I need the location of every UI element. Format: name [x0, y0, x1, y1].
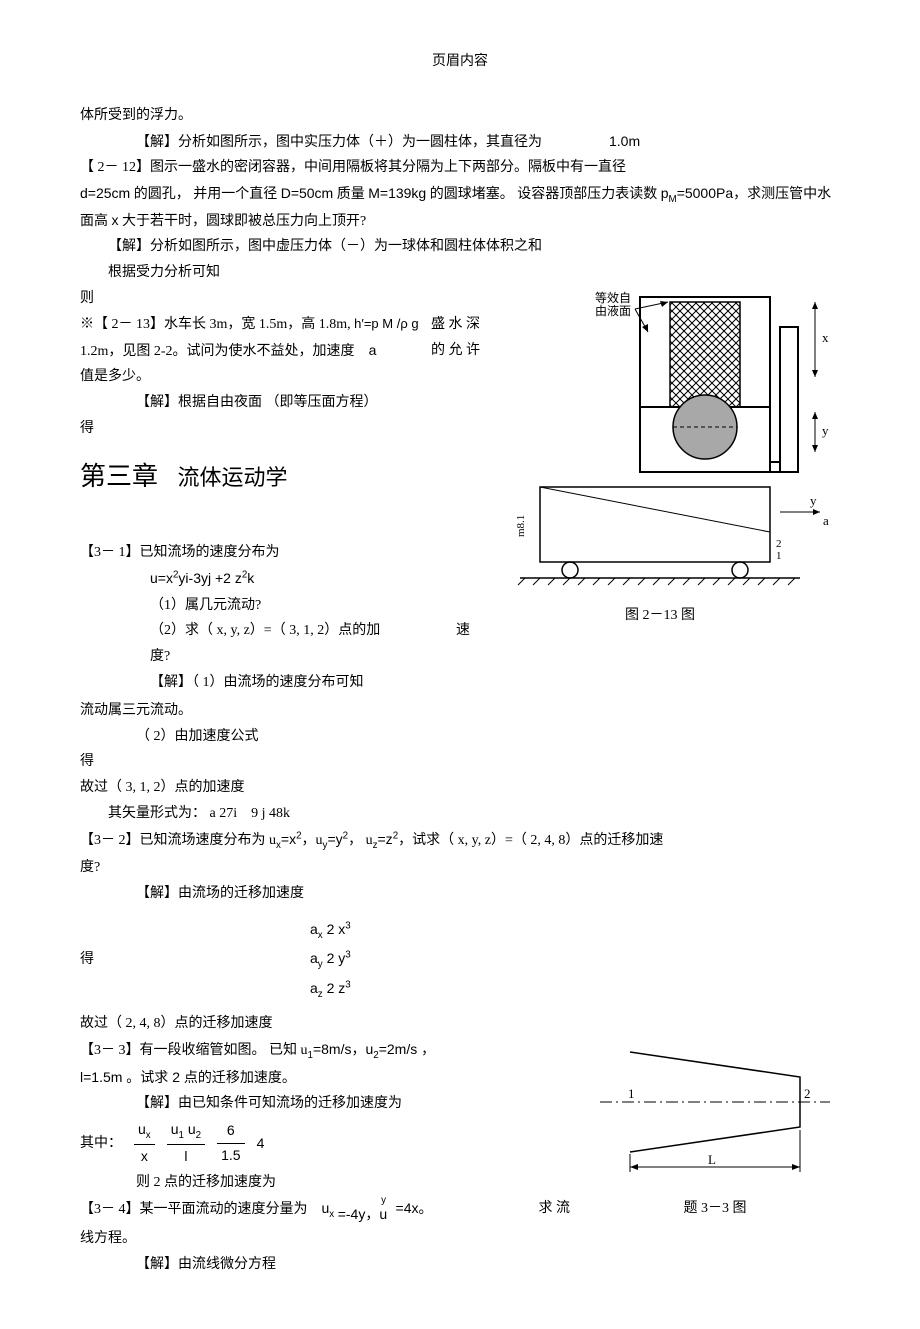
svg-text:x: x — [822, 330, 829, 345]
paragraph: 【解】分析如图所示，图中实压力体（＋）为一圆柱体，其直径为 1.0m — [80, 130, 840, 155]
svg-text:2: 2 — [804, 1086, 811, 1101]
text: 求 流 — [539, 1197, 571, 1221]
page-header: 页眉内容 — [80, 50, 840, 74]
paragraph: 故过（ 2, 4, 8）点的迁移加速度 — [80, 1012, 840, 1036]
paragraph: 得 — [80, 750, 840, 774]
paragraph: 得 — [80, 948, 310, 972]
question: 度? — [80, 645, 840, 669]
figure-3-3-svg: 1 2 L — [590, 1042, 840, 1182]
problem-title: 【3－ 2】已知流场速度分布为 ux=x2，uy=y2， uz=z2，试求（ x… — [80, 828, 840, 854]
equation: 其中： ux x u1 u2 l 6 1.5 4 — [80, 1118, 570, 1169]
figure-2-13: 等效自 由液面 — [480, 287, 840, 628]
figure-caption: 图 2－13 图 — [480, 604, 840, 628]
paragraph: 线方程。 — [80, 1227, 840, 1251]
text: 速 — [386, 619, 470, 643]
paragraph: 度? — [80, 856, 840, 880]
svg-text:y: y — [810, 493, 817, 508]
svg-text:m8.1: m8.1 — [515, 515, 527, 537]
text: 其矢量形式为： a 27i — [108, 806, 237, 821]
figure-2-13-svg: 等效自 由液面 — [480, 287, 840, 587]
paragraph: 根据受力分析可知 — [80, 261, 840, 285]
svg-text:a: a — [823, 513, 829, 528]
value: 1.0m — [609, 133, 640, 149]
paragraph: 【 2－ 12】图示一盛水的密闭容器，中间用隔板将其分隔为上下两部分。隔板中有一… — [80, 156, 840, 180]
text: ※【 2－ 13】水车长 3m，宽 1.5m，高 1.8m, — [80, 317, 354, 332]
text: 1.2m，见图 2-2。试问为使水不益处，加速度 — [80, 344, 355, 359]
paragraph: （ 2）由加速度公式 — [80, 725, 840, 749]
equation: 其矢量形式为： a 27i 9 j 48k — [80, 802, 840, 826]
svg-text:y: y — [822, 423, 829, 438]
figure-caption: 题 3－3 图 — [590, 1197, 840, 1221]
paragraph: d=25cm 的圆孔， 并用一个直径 D=50cm 质量 M=139kg 的圆球… — [80, 182, 840, 233]
text: 9 j 48k — [251, 806, 290, 821]
chapter-number: 第三章 — [80, 462, 158, 491]
chapter-name: 流体运动学 — [178, 465, 288, 490]
text: 【解】分析如图所示，图中实压力体（＋）为一圆柱体，其直径为 — [136, 135, 542, 150]
paragraph: 体所受到的浮力。 — [80, 104, 840, 128]
solution: 【解】由流场的迁移加速度 — [80, 882, 840, 906]
text: 其中： — [80, 1132, 122, 1156]
value: 4 — [257, 1132, 265, 1156]
variable: a — [369, 342, 377, 358]
text: d=25cm — [80, 185, 130, 201]
svg-text:1: 1 — [776, 550, 782, 562]
svg-text:1: 1 — [628, 1086, 635, 1101]
text-right: 盛 水 深 — [431, 313, 480, 337]
page: 页眉内容 体所受到的浮力。 【解】分析如图所示，图中实压力体（＋）为一圆柱体，其… — [0, 0, 920, 1329]
text-right: 的 允 许 — [431, 339, 480, 363]
svg-text:2: 2 — [776, 538, 782, 550]
solution: 【解】（ 1）由流场的速度分布可知 — [80, 671, 840, 695]
svg-text:L: L — [708, 1152, 716, 1167]
formula: h′=p M /ρ g — [354, 316, 418, 331]
equation-block: ax 2 x3 ay 2 y3 az 2 z3 — [310, 916, 351, 1004]
paragraph: 故过（ 3, 1, 2）点的加速度 — [80, 776, 840, 800]
paragraph: 【解】分析如图所示，图中虚压力体（－）为一球体和圆柱体体积之和 — [80, 235, 840, 259]
svg-text:由液面: 由液面 — [595, 303, 631, 318]
solution: 【解】由流线微分方程 — [80, 1253, 840, 1277]
svg-text:等效自: 等效自 — [595, 290, 631, 305]
figure-3-3: 1 2 L 题 3－3 图 — [590, 1042, 840, 1221]
paragraph: 流动属三元流动。 — [80, 699, 840, 723]
